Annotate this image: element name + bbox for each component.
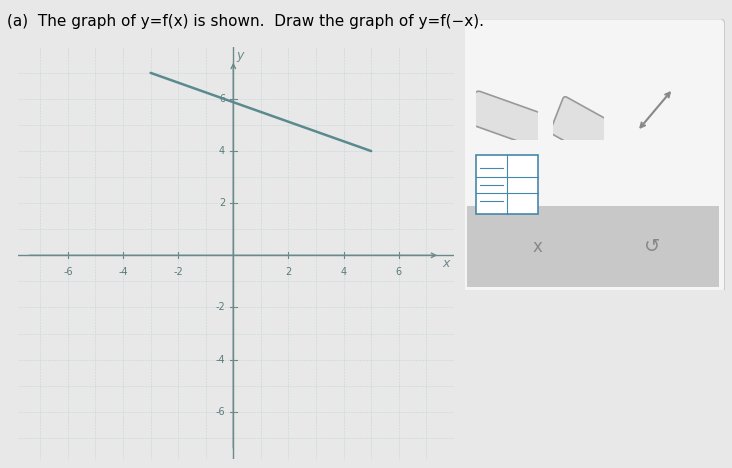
Text: -4: -4 [119, 267, 128, 277]
FancyBboxPatch shape [466, 91, 566, 153]
Text: -2: -2 [215, 302, 225, 313]
Text: -2: -2 [173, 267, 183, 277]
Text: y: y [236, 50, 244, 62]
Text: x: x [533, 238, 542, 256]
Text: (a)  The graph of y=f(x) is shown.  Draw the graph of y=f(−x).: (a) The graph of y=f(x) is shown. Draw t… [7, 14, 485, 29]
Text: 6: 6 [395, 267, 402, 277]
Text: 6: 6 [219, 94, 225, 104]
Text: -6: -6 [215, 407, 225, 417]
Text: x: x [442, 256, 449, 270]
Text: 2: 2 [285, 267, 291, 277]
Bar [468, 206, 720, 287]
Text: 4: 4 [219, 146, 225, 156]
Text: -4: -4 [215, 355, 225, 365]
Text: 4: 4 [340, 267, 347, 277]
Text: ↺: ↺ [643, 237, 660, 256]
Text: -6: -6 [63, 267, 72, 277]
FancyBboxPatch shape [462, 19, 725, 293]
Text: 2: 2 [219, 198, 225, 208]
FancyBboxPatch shape [550, 97, 620, 163]
